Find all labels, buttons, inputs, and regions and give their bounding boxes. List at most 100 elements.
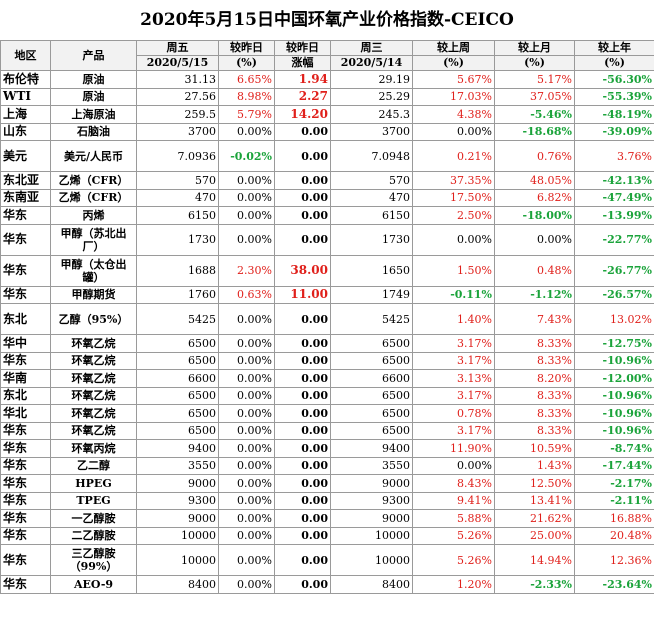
cell-product: 环氧乙烷 — [50, 404, 137, 423]
cell-week-change-pct: -0.11% — [412, 285, 495, 304]
cell-day-change: 0.00 — [274, 351, 331, 370]
cell-week-change-pct: 3.17% — [412, 386, 495, 405]
cell-wed-price: 1730 — [330, 223, 413, 256]
cell-week-change-pct: 3.17% — [412, 351, 495, 370]
cell-region: 华东 — [0, 351, 51, 370]
cell-region: 华东 — [0, 491, 51, 510]
cell-day-change-pct: 0.00% — [218, 491, 275, 510]
header-vs-last-week-unit: (%) — [412, 55, 495, 71]
cell-year-change-pct: -8.74% — [574, 439, 654, 458]
table-row: 华东 环氧丙烷 9400 0.00% 0.00 9400 11.90% 10.59% -8.74… — [0, 439, 654, 458]
cell-month-change-pct: 12.50% — [494, 474, 575, 493]
cell-day-change: 38.00 — [274, 254, 331, 287]
cell-fri-price: 31.13 — [136, 70, 219, 89]
cell-wed-price: 245.3 — [330, 105, 413, 124]
cell-year-change-pct: 13.02% — [574, 303, 654, 335]
cell-day-change-pct: 0.00% — [218, 421, 275, 440]
cell-fri-price: 27.56 — [136, 87, 219, 106]
cell-month-change-pct: 8.33% — [494, 386, 575, 405]
cell-week-change-pct: 0.00% — [412, 223, 495, 256]
table-row: WTI 原油 27.56 8.98% 2.27 25.29 17.03% 37.05% -55.… — [0, 87, 654, 106]
cell-wed-price: 6500 — [330, 404, 413, 423]
cell-day-change-pct: 0.00% — [218, 386, 275, 405]
cell-fri-price: 9400 — [136, 439, 219, 458]
cell-day-change: 0.00 — [274, 575, 331, 594]
cell-fri-price: 10000 — [136, 544, 219, 576]
cell-year-change-pct: 16.88% — [574, 509, 654, 528]
cell-wed-price: 570 — [330, 171, 413, 190]
cell-month-change-pct: 37.05% — [494, 87, 575, 106]
cell-day-change: 0.00 — [274, 206, 331, 225]
cell-wed-price: 3700 — [330, 122, 413, 141]
cell-year-change-pct: 12.36% — [574, 544, 654, 576]
cell-month-change-pct: 0.00% — [494, 223, 575, 256]
cell-region: 华东 — [0, 439, 51, 458]
header-fri: 周五 — [136, 40, 219, 56]
cell-year-change-pct: -56.30% — [574, 70, 654, 89]
table-body: 布伦特 原油 31.13 6.65% 1.94 29.19 5.67% 5.17% -56.30… — [0, 70, 654, 594]
cell-day-change: 0.00 — [274, 188, 331, 207]
cell-region: 华东 — [0, 254, 51, 287]
cell-fri-price: 6500 — [136, 334, 219, 353]
cell-region: 华东 — [0, 474, 51, 493]
cell-month-change-pct: -18.68% — [494, 122, 575, 141]
header-vs-prev-day: 较昨日 — [218, 40, 275, 56]
table-row: 华中 环氧乙烷 6500 0.00% 0.00 6500 3.17% 8.33% -12.75% — [0, 334, 654, 353]
cell-year-change-pct: -26.57% — [574, 285, 654, 304]
cell-product: 环氧乙烷 — [50, 421, 137, 440]
cell-product: 石脑油 — [50, 122, 137, 141]
cell-fri-price: 470 — [136, 188, 219, 207]
cell-wed-price: 6600 — [330, 369, 413, 388]
table-row: 华东 二乙醇胺 10000 0.00% 0.00 10000 5.26% 25.00% 20.4… — [0, 526, 654, 545]
cell-week-change-pct: 5.88% — [412, 509, 495, 528]
cell-day-change-pct: 0.00% — [218, 526, 275, 545]
cell-month-change-pct: 1.43% — [494, 456, 575, 475]
cell-week-change-pct: 0.78% — [412, 404, 495, 423]
header-wed: 周三 — [330, 40, 413, 56]
cell-region: 华东 — [0, 223, 51, 256]
header-vs-last-year: 较上年 — [574, 40, 654, 56]
cell-product: 上海原油 — [50, 105, 137, 124]
cell-month-change-pct: 7.43% — [494, 303, 575, 335]
cell-fri-price: 3700 — [136, 122, 219, 141]
cell-fri-price: 6600 — [136, 369, 219, 388]
cell-week-change-pct: 2.50% — [412, 206, 495, 225]
cell-week-change-pct: 5.26% — [412, 544, 495, 576]
cell-region: 华东 — [0, 544, 51, 576]
cell-fri-price: 5425 — [136, 303, 219, 335]
cell-region: 华北 — [0, 404, 51, 423]
table-row: 华东 丙烯 6150 0.00% 0.00 6150 2.50% -18.00% -13.99% — [0, 206, 654, 225]
cell-day-change-pct: -0.02% — [218, 140, 275, 172]
cell-region: 东南亚 — [0, 188, 51, 207]
cell-year-change-pct: -23.64% — [574, 575, 654, 594]
cell-fri-price: 6500 — [136, 386, 219, 405]
cell-region: 美元 — [0, 140, 51, 172]
cell-month-change-pct: -5.46% — [494, 105, 575, 124]
table-row: 华东 环氧乙烷 6500 0.00% 0.00 6500 3.17% 8.33% -10.96% — [0, 351, 654, 370]
cell-year-change-pct: -42.13% — [574, 171, 654, 190]
cell-month-change-pct: 13.41% — [494, 491, 575, 510]
cell-day-change-pct: 0.00% — [218, 456, 275, 475]
cell-fri-price: 10000 — [136, 526, 219, 545]
cell-day-change-pct: 0.00% — [218, 351, 275, 370]
cell-day-change: 0.00 — [274, 140, 331, 172]
cell-week-change-pct: 5.26% — [412, 526, 495, 545]
cell-product: AEO-9 — [50, 575, 137, 594]
cell-year-change-pct: -26.77% — [574, 254, 654, 287]
cell-year-change-pct: -2.11% — [574, 491, 654, 510]
cell-week-change-pct: 17.50% — [412, 188, 495, 207]
table-row: 华东 甲醇（太仓出罐） 1688 2.30% 38.00 1650 1.50% 0.48% -2… — [0, 254, 654, 287]
cell-day-change: 0.00 — [274, 223, 331, 256]
cell-day-change-pct: 0.00% — [218, 206, 275, 225]
table-row: 东北 乙醇（95%） 5425 0.00% 0.00 5425 1.40% 7.43% 13.0… — [0, 303, 654, 335]
cell-product: 乙烯（CFR） — [50, 188, 137, 207]
cell-fri-price: 9000 — [136, 474, 219, 493]
cell-fri-price: 259.5 — [136, 105, 219, 124]
cell-product: 环氧乙烷 — [50, 369, 137, 388]
table-row: 华东 TPEG 9300 0.00% 0.00 9300 9.41% 13.41% -2.11% — [0, 491, 654, 510]
table-row: 华北 环氧乙烷 6500 0.00% 0.00 6500 0.78% 8.33% -10.96% — [0, 404, 654, 423]
cell-day-change-pct: 6.65% — [218, 70, 275, 89]
cell-region: 华东 — [0, 575, 51, 594]
cell-day-change: 0.00 — [274, 456, 331, 475]
cell-wed-price: 6500 — [330, 421, 413, 440]
